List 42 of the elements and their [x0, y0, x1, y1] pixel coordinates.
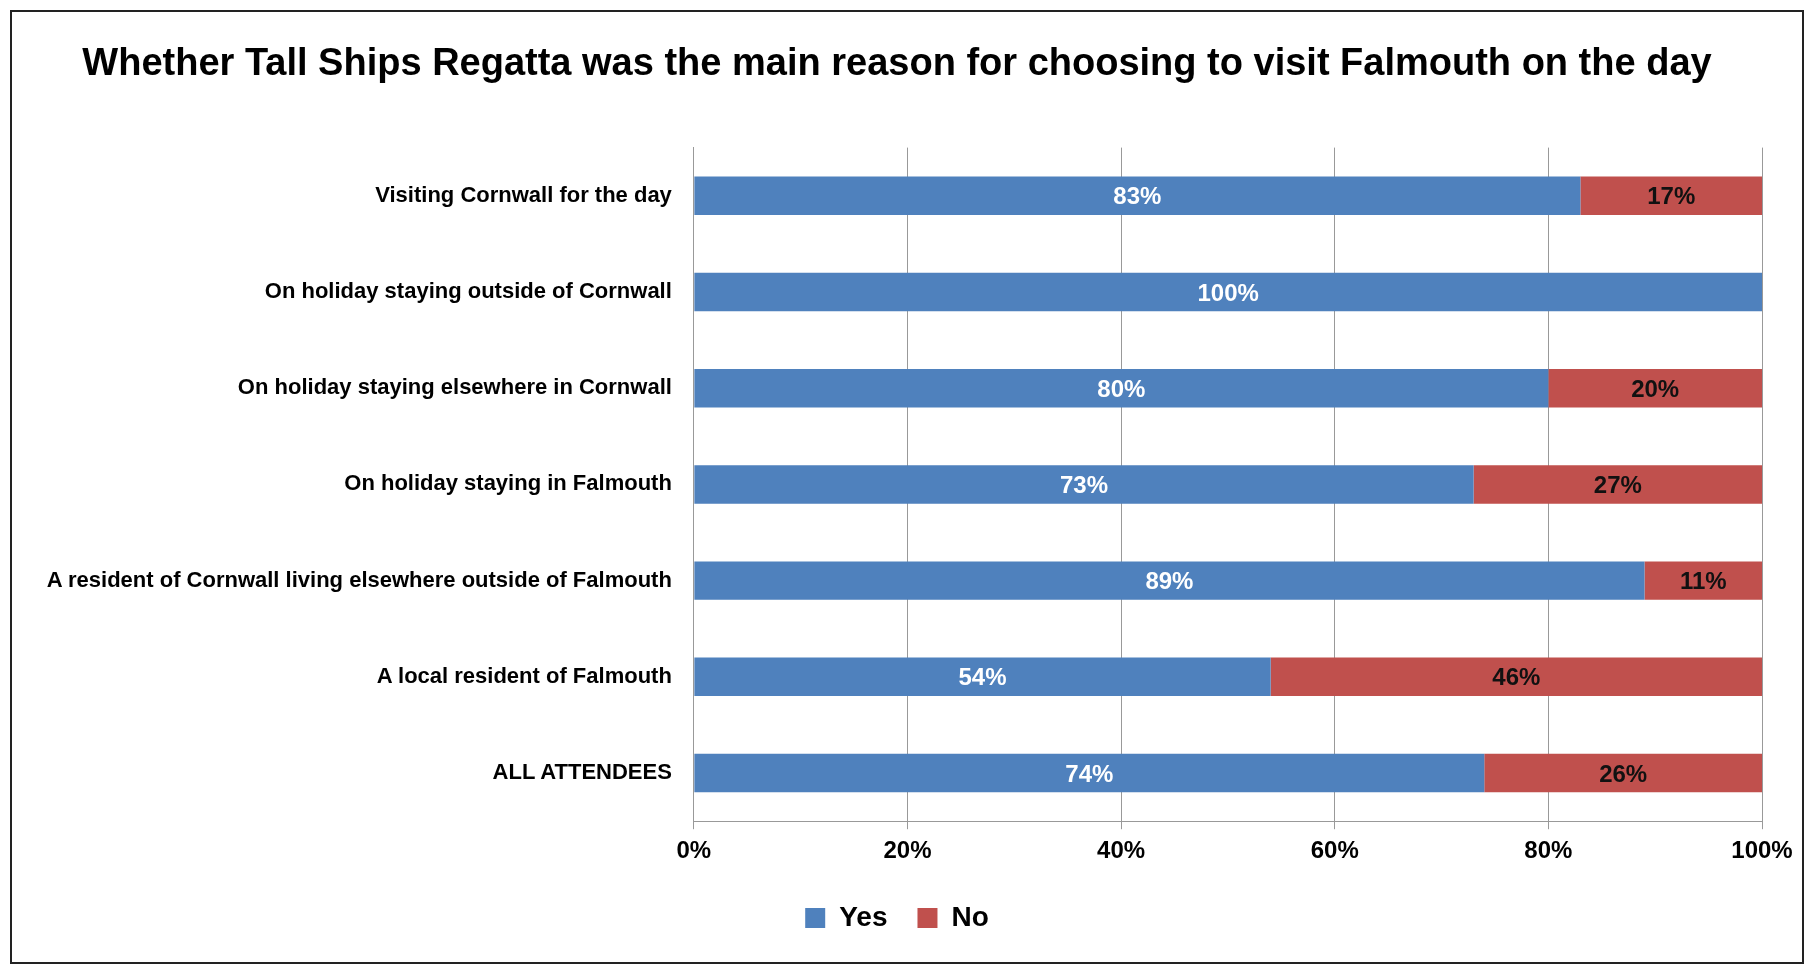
data-label: 26%: [1599, 759, 1648, 787]
bar: [694, 561, 1645, 600]
data-label: 80%: [1097, 374, 1146, 402]
bar: [1473, 465, 1762, 504]
x-tick-label: 0%: [676, 836, 712, 864]
x-tick-label: 80%: [1524, 836, 1573, 864]
y-tick-label: On holiday staying outside of Cornwall: [264, 278, 672, 304]
data-label: 46%: [1492, 663, 1541, 691]
legend-label: Yes: [839, 900, 888, 932]
bar: [694, 368, 1549, 408]
y-tick-label: A local resident of Falmouth: [376, 662, 672, 688]
bar: [694, 465, 1474, 504]
data-label: 20%: [1631, 374, 1680, 402]
data-label: 74%: [1065, 759, 1114, 787]
bar: [1270, 657, 1762, 697]
bar: [694, 657, 1271, 697]
x-tick-label: 40%: [1097, 836, 1146, 864]
bar: [694, 753, 1485, 793]
y-tick-label: On holiday staying in Falmouth: [344, 470, 672, 496]
bar: [694, 272, 1762, 312]
legend-label: No: [951, 900, 989, 932]
data-label: 27%: [1593, 471, 1642, 499]
data-label: 89%: [1145, 567, 1194, 595]
y-tick-label: ALL ATTENDEES: [492, 759, 672, 785]
data-label: 11%: [1679, 567, 1727, 595]
x-tick-label: 60%: [1310, 836, 1359, 864]
y-tick-label: On holiday staying elsewhere in Cornwall: [237, 374, 672, 400]
bar: [1644, 561, 1762, 600]
bar: [1548, 368, 1762, 408]
y-tick-label: Visiting Cornwall for the day: [375, 181, 673, 207]
bar: [1580, 176, 1762, 215]
x-tick-label: 20%: [883, 836, 932, 864]
data-label: 54%: [958, 663, 1007, 691]
y-tick-label: A resident of Cornwall living elsewhere outside of Falmouth: [46, 566, 672, 592]
bar: [694, 176, 1581, 215]
bar: [1484, 753, 1762, 793]
x-tick-label: 100%: [1731, 836, 1793, 864]
data-label: 100%: [1197, 278, 1259, 306]
data-label: 83%: [1113, 182, 1162, 210]
data-label: 17%: [1647, 182, 1696, 210]
data-label: 73%: [1059, 471, 1109, 499]
chart-title: Whether Tall Ships Regatta was the main reason for choosing to visit Falmouth on the day: [82, 41, 1712, 84]
